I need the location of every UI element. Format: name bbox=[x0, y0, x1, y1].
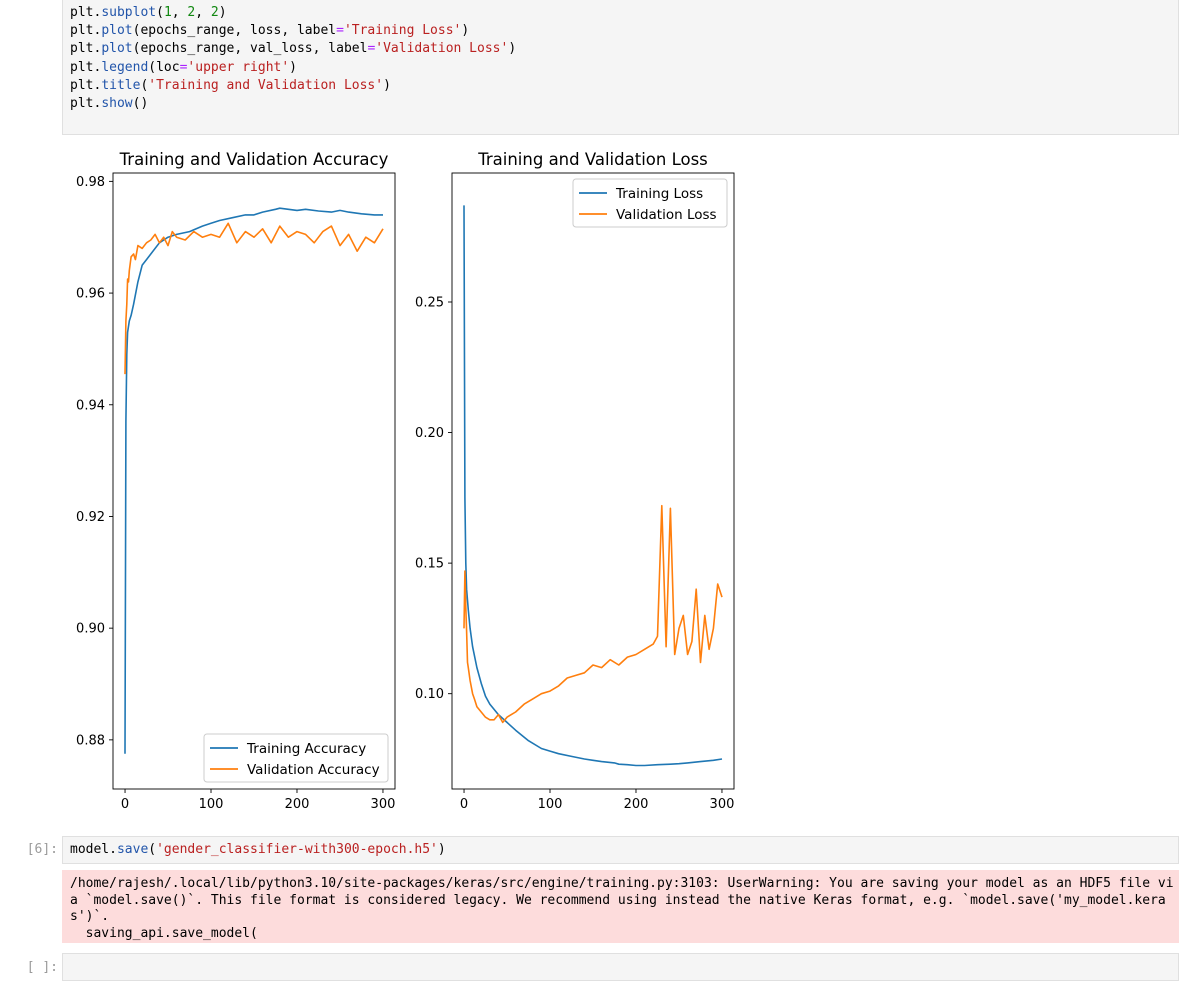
code-token: ( bbox=[148, 842, 157, 857]
code-token: 'upper right' bbox=[187, 59, 290, 75]
code-token: . bbox=[93, 59, 102, 75]
x-tick-label: 100 bbox=[538, 797, 563, 812]
code-line: plt.subplot(1, 2, 2) bbox=[70, 4, 1178, 22]
x-tick-label: 300 bbox=[710, 797, 735, 812]
code-token: 'Training and Validation Loss' bbox=[148, 77, 384, 93]
chart-title: Training and Validation Loss bbox=[477, 150, 708, 169]
series-line-validation bbox=[463, 504, 723, 724]
empty-code-cell[interactable] bbox=[62, 953, 1179, 981]
code-token: ) bbox=[461, 23, 470, 39]
stderr-line: s')`. bbox=[70, 909, 110, 925]
y-tick-label: 0.20 bbox=[415, 426, 444, 441]
stderr-line: /home/rajesh/.local/lib/python3.10/site-… bbox=[70, 876, 1174, 891]
series-line-training bbox=[124, 207, 383, 754]
code-token: , bbox=[171, 5, 188, 20]
code-token: () bbox=[132, 95, 149, 111]
code-token: . bbox=[109, 842, 117, 857]
code-token: ) bbox=[289, 59, 297, 75]
code-token: 2 bbox=[187, 5, 196, 20]
code-token: 'Validation Loss' bbox=[375, 41, 509, 57]
code-token: . bbox=[93, 77, 102, 93]
stderr-output: /home/rajesh/.local/lib/python3.10/site-… bbox=[62, 870, 1179, 943]
code-cell-plot[interactable]: plt.subplot(1, 2, 2) plt.plot(epochs_rang… bbox=[62, 0, 1179, 135]
legend-label: Training Accuracy bbox=[246, 741, 366, 757]
legend-box bbox=[572, 178, 728, 228]
code-token: 'Training Loss' bbox=[343, 23, 462, 39]
code-token: plt bbox=[70, 41, 94, 57]
code-token: legend bbox=[101, 59, 149, 75]
code-token: plt bbox=[70, 23, 94, 39]
x-tick-label: 200 bbox=[285, 797, 310, 812]
code-token: . bbox=[93, 41, 102, 57]
code-cell-save-model[interactable]: model.save('gender_classifier-with300-ep… bbox=[62, 836, 1179, 864]
code-token: ) bbox=[218, 5, 227, 20]
code-token: . bbox=[93, 23, 102, 39]
stderr-line: saving_api.save_model( bbox=[70, 925, 258, 941]
code-token: 1 bbox=[163, 5, 172, 20]
code-token: plot bbox=[101, 23, 133, 39]
y-tick-label: 0.90 bbox=[76, 622, 105, 637]
code-token: ( bbox=[140, 77, 149, 93]
legend-label: Validation Accuracy bbox=[247, 762, 380, 778]
code-line: model.save('gender_classifier-with300-ep… bbox=[70, 841, 1178, 859]
code-token: (loc bbox=[148, 59, 180, 75]
code-token: ) bbox=[437, 842, 446, 857]
code-line: plt.plot(epochs_range, val_loss, label='… bbox=[70, 40, 1178, 58]
cell-prompt: [ ]: bbox=[26, 960, 58, 975]
code-line: plt.title('Training and Validation Loss'… bbox=[70, 77, 1178, 95]
x-tick-label: 100 bbox=[199, 797, 224, 812]
code-token: model bbox=[70, 842, 110, 857]
code-token: (epochs_range, val_loss, label bbox=[132, 41, 368, 57]
y-tick-label: 0.98 bbox=[76, 175, 105, 190]
code-token: 'gender_classifier-with300-epoch.h5' bbox=[156, 842, 438, 857]
code-token: 2 bbox=[210, 5, 219, 20]
axes-frame bbox=[112, 172, 396, 790]
code-token: = bbox=[179, 59, 188, 75]
series-line-validation bbox=[124, 222, 384, 375]
x-tick-label: 200 bbox=[624, 797, 649, 812]
y-tick-label: 0.94 bbox=[76, 398, 105, 413]
y-tick-label: 0.15 bbox=[415, 557, 444, 572]
code-line: plt.legend(loc='upper right') bbox=[70, 59, 1178, 77]
code-token: . bbox=[93, 5, 102, 20]
code-token: save bbox=[116, 842, 149, 857]
code-lines: plt.subplot(1, 2, 2) plt.plot(epochs_rang… bbox=[70, 4, 1178, 113]
code-token: show bbox=[101, 95, 133, 111]
y-tick-label: 0.96 bbox=[76, 287, 105, 302]
y-tick-label: 0.25 bbox=[415, 295, 444, 310]
code-token: subplot bbox=[101, 5, 157, 20]
code-token: plt bbox=[70, 5, 94, 20]
code-token: . bbox=[93, 95, 102, 111]
code-token: = bbox=[336, 23, 344, 39]
stderr-line: a `model.save()`. This file format is co… bbox=[70, 892, 1166, 908]
y-tick-label: 0.88 bbox=[76, 733, 105, 748]
code-token: title bbox=[101, 77, 141, 93]
code-token: , bbox=[195, 5, 211, 20]
x-tick-label: 0 bbox=[121, 797, 129, 812]
legend-label: Validation Loss bbox=[616, 207, 717, 223]
code-token: plt bbox=[70, 95, 94, 111]
code-token: plot bbox=[101, 41, 133, 57]
x-tick-label: 300 bbox=[371, 797, 396, 812]
code-token: ) bbox=[508, 41, 517, 57]
code-token: = bbox=[367, 41, 376, 57]
code-token: plt bbox=[70, 59, 94, 75]
legend-label: Training Loss bbox=[615, 186, 703, 202]
y-tick-label: 0.10 bbox=[415, 687, 444, 702]
axes-frame bbox=[451, 172, 735, 790]
x-tick-label: 0 bbox=[460, 797, 468, 812]
code-token: plt bbox=[70, 77, 94, 93]
series-line-training bbox=[463, 205, 723, 767]
code-token: ) bbox=[383, 77, 391, 93]
y-tick-label: 0.92 bbox=[76, 510, 105, 525]
code-line: plt.plot(epochs_range, loss, label='Trai… bbox=[70, 22, 1178, 40]
code-line: plt.show() bbox=[70, 95, 1178, 113]
plot-output: Training and Validation Accuracy 0 100 200 3… bbox=[76, 150, 735, 812]
code-token: (epochs_range, loss, label bbox=[132, 23, 337, 39]
chart-title: Training and Validation Accuracy bbox=[119, 150, 389, 169]
code-lines: model.save('gender_classifier-with300-ep… bbox=[70, 841, 1178, 859]
legend-box bbox=[203, 733, 389, 783]
code-token: ( bbox=[156, 5, 164, 20]
cell-prompt: [6]: bbox=[26, 842, 58, 857]
